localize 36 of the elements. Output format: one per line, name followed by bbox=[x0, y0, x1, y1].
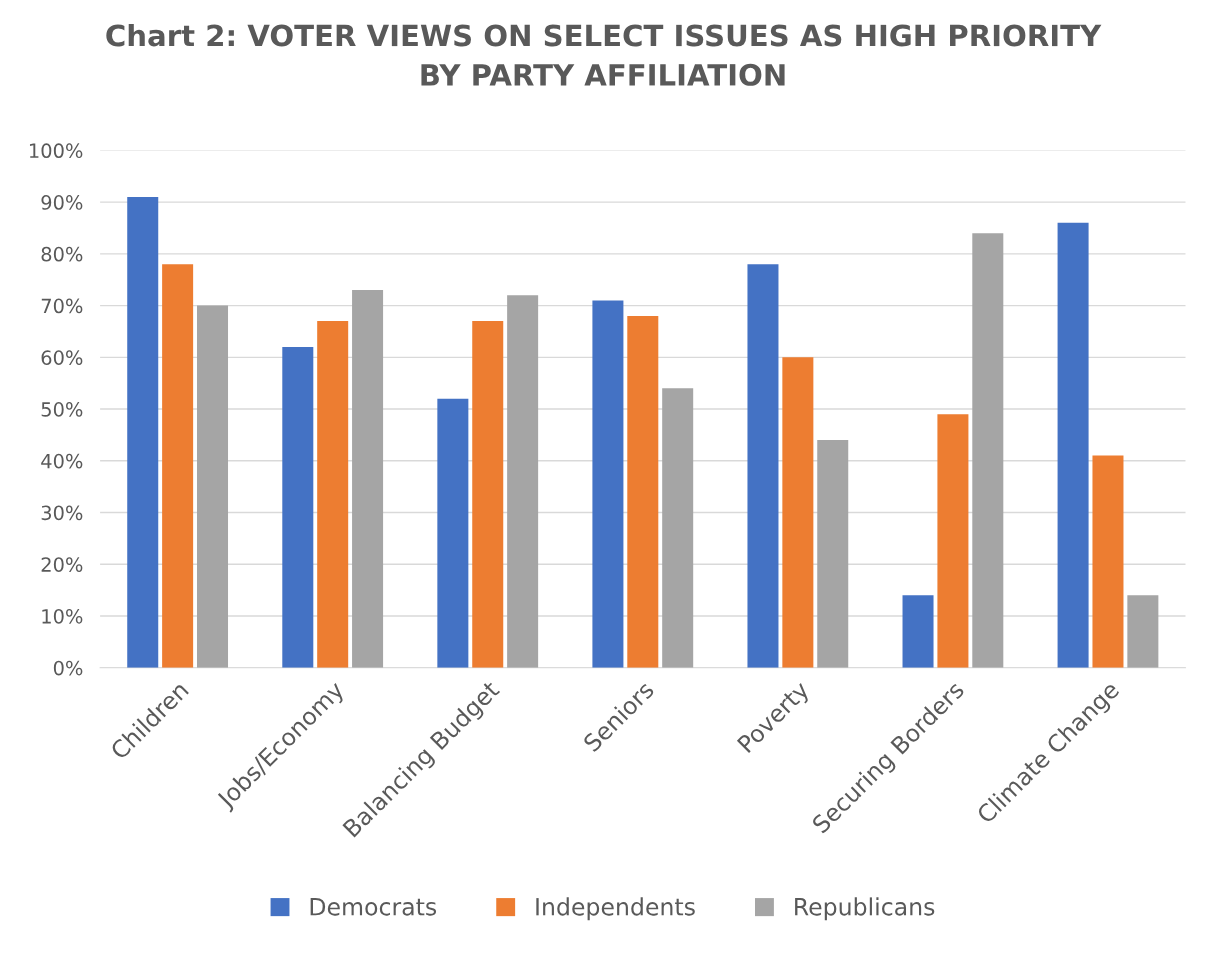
legend-label: Independents bbox=[536, 897, 695, 921]
bar bbox=[937, 414, 969, 668]
bar bbox=[127, 196, 159, 668]
legend-label: Democrats bbox=[310, 898, 437, 916]
bar bbox=[317, 321, 349, 668]
bar bbox=[747, 264, 779, 668]
y-tick-label: 0% bbox=[53, 660, 83, 676]
y-tick-label: 70% bbox=[41, 298, 83, 314]
bar bbox=[437, 398, 469, 668]
bar bbox=[627, 315, 659, 668]
bar bbox=[902, 595, 934, 668]
bar bbox=[282, 346, 314, 668]
legend-label: Republicans bbox=[795, 897, 935, 921]
bar bbox=[507, 295, 539, 668]
bar bbox=[1127, 595, 1159, 668]
y-tick-label: 60% bbox=[41, 350, 83, 365]
bar bbox=[162, 264, 194, 668]
y-tick-label: 10% bbox=[42, 608, 83, 624]
bar bbox=[352, 290, 384, 668]
y-tick-label: 80% bbox=[41, 246, 83, 262]
bar bbox=[472, 321, 504, 668]
y-tick-label: 90% bbox=[41, 195, 83, 210]
bar bbox=[782, 357, 814, 668]
bar bbox=[592, 300, 624, 668]
y-tick-label: 30% bbox=[41, 505, 83, 521]
y-tick-label: 100% bbox=[29, 143, 83, 159]
bar bbox=[197, 305, 229, 668]
bar bbox=[817, 440, 849, 668]
bar bbox=[662, 388, 694, 668]
y-tick-label: 50% bbox=[41, 402, 83, 417]
y-tick-label: 40% bbox=[41, 453, 83, 469]
bar bbox=[972, 233, 1004, 668]
bar bbox=[1057, 222, 1089, 668]
y-tick-label: 20% bbox=[41, 557, 83, 572]
bar bbox=[1092, 455, 1124, 668]
chart-title: Chart 2: VOTER VIEWS ON SELECT ISSUES AS HIGH PRIORITY BY PARTY AFFILIATION bbox=[106, 23, 1102, 86]
